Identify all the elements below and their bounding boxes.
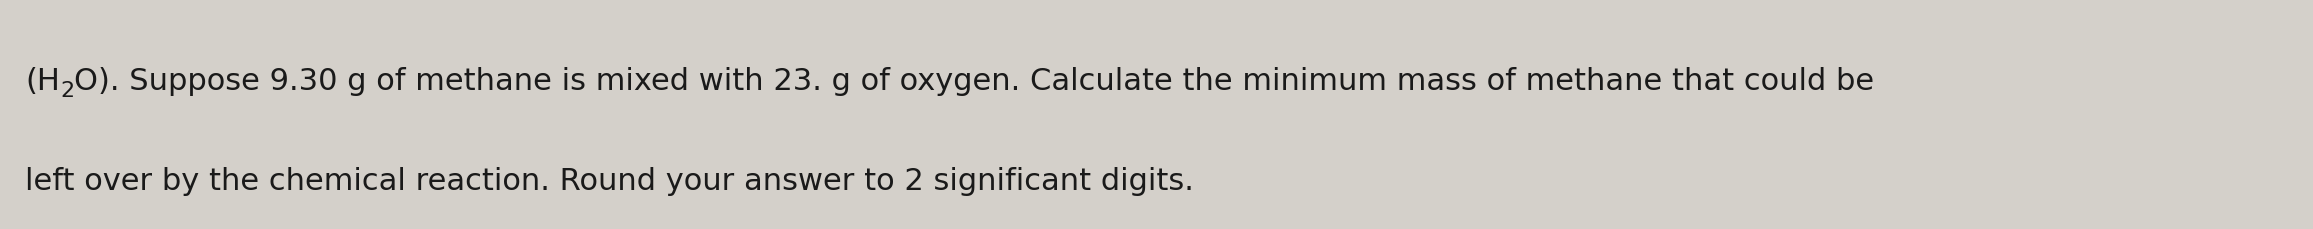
Text: 2: 2 bbox=[1557, 0, 1571, 1]
Text: 4: 4 bbox=[368, 0, 382, 1]
Text: 2: 2 bbox=[921, 0, 934, 1]
Text: 2: 2 bbox=[60, 81, 74, 101]
Text: left over by the chemical reaction. Round your answer to 2 significant digits.: left over by the chemical reaction. Roun… bbox=[25, 167, 1194, 196]
Text: O). Suppose 9.30 g of methane is mixed with 23. g of oxygen. Calculate the minim: O). Suppose 9.30 g of methane is mixed w… bbox=[74, 67, 1874, 96]
Text: (H: (H bbox=[25, 67, 60, 96]
